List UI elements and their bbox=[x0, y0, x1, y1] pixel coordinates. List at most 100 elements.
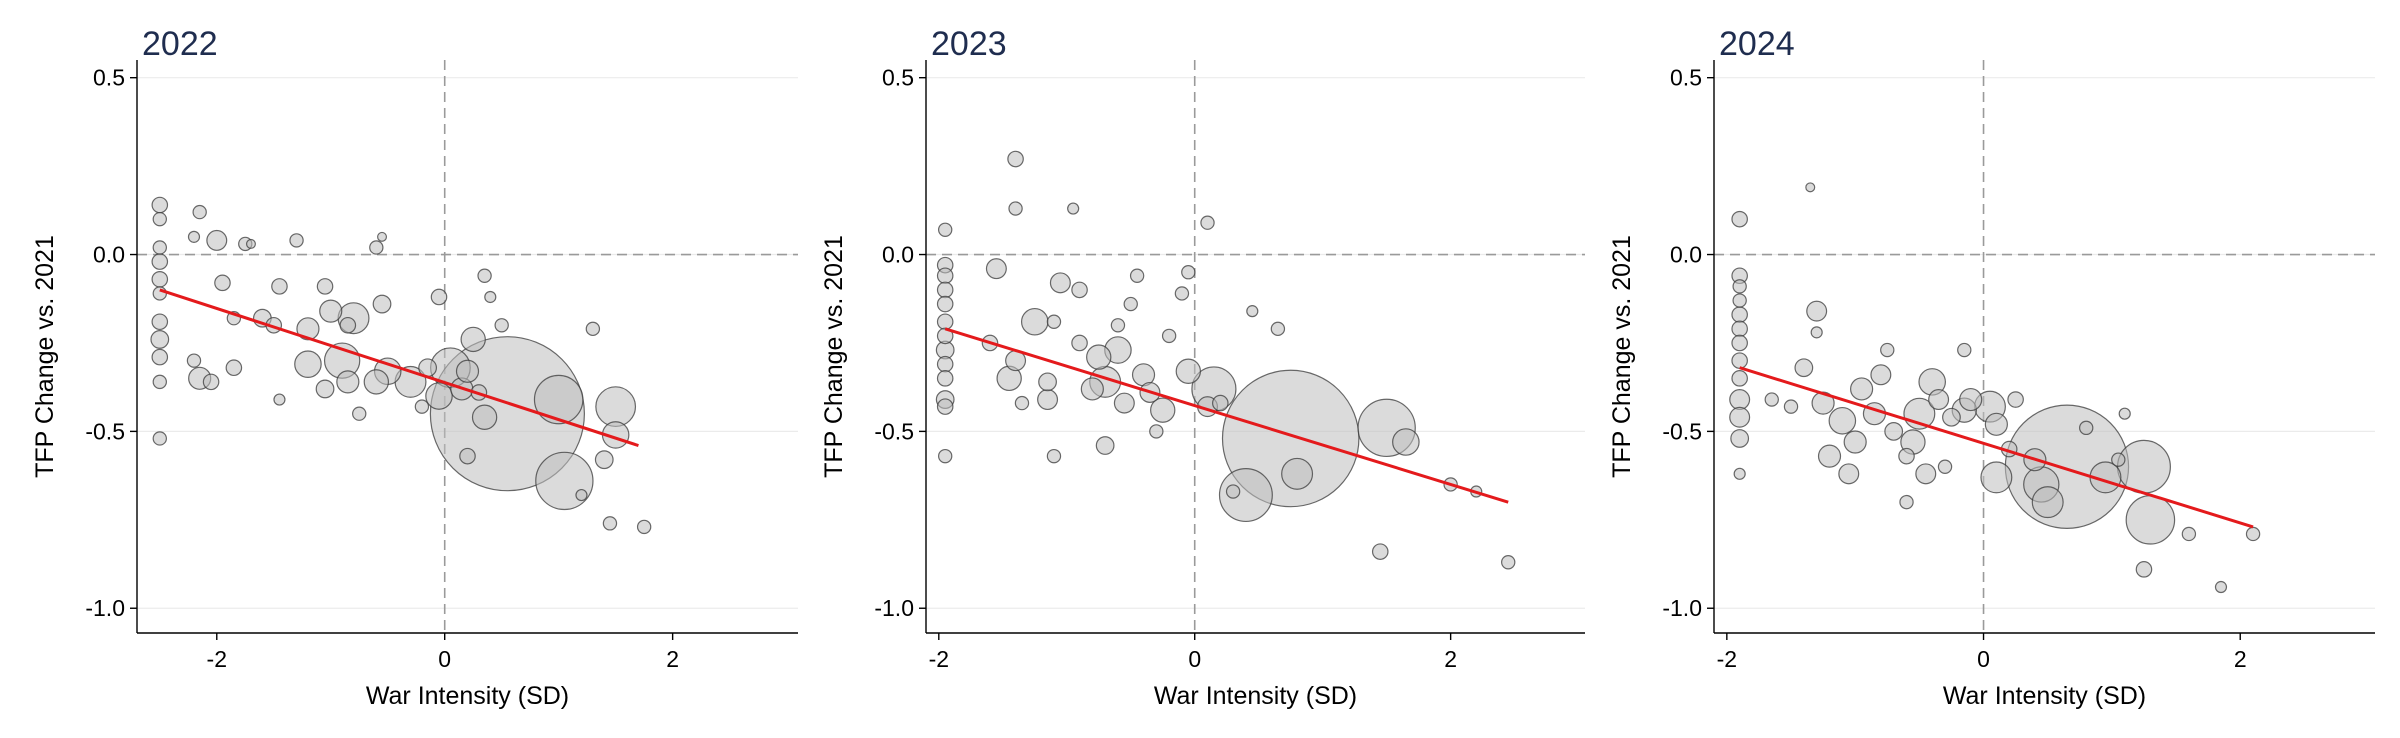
data-point-bubble bbox=[494, 318, 509, 333]
data-point-bubble bbox=[484, 290, 497, 304]
data-point-bubble bbox=[245, 238, 256, 249]
data-point-bubble bbox=[595, 386, 637, 428]
x-axis-label: War Intensity (SD) bbox=[366, 682, 569, 710]
data-point-bubble bbox=[225, 359, 243, 377]
data-point-bubble bbox=[1270, 321, 1286, 337]
data-point-bubble bbox=[2116, 439, 2171, 494]
data-point-bubble bbox=[936, 398, 954, 415]
data-point-bubble bbox=[1806, 300, 1828, 322]
data-point-bubble bbox=[152, 286, 167, 301]
data-point-bubble bbox=[2007, 391, 2024, 408]
data-point-bubble bbox=[533, 374, 584, 425]
data-point-bubble bbox=[414, 399, 430, 414]
data-point-bubble bbox=[319, 299, 343, 323]
y-axis-label: TFP Change vs. 2021 bbox=[1608, 235, 1636, 478]
y-tick-label: 0.5 bbox=[93, 65, 125, 91]
data-point-bubble bbox=[363, 369, 390, 395]
data-point-bubble bbox=[294, 350, 322, 378]
data-point-bubble bbox=[372, 294, 392, 314]
data-point-bubble bbox=[459, 447, 476, 465]
data-point-bubble bbox=[1246, 305, 1259, 318]
y-tick-label: -0.5 bbox=[874, 418, 914, 444]
data-point-bubble bbox=[1212, 394, 1229, 412]
data-point-bubble bbox=[1915, 463, 1937, 485]
x-tick-label: 2 bbox=[2234, 646, 2247, 672]
y-axis-label: TFP Change vs. 2021 bbox=[31, 235, 59, 478]
data-point-bubble bbox=[1038, 372, 1057, 392]
data-point-bubble bbox=[1049, 272, 1071, 294]
data-point-bubble bbox=[460, 326, 486, 353]
x-tick-label: 2 bbox=[1444, 646, 1457, 672]
data-point-bubble bbox=[1008, 201, 1023, 216]
bubbles bbox=[1729, 182, 2261, 594]
data-point-bubble bbox=[273, 393, 286, 406]
data-point-bubble bbox=[1731, 210, 1748, 228]
data-point-bubble bbox=[1937, 459, 1953, 474]
data-point-bubble bbox=[1870, 364, 1892, 386]
data-point-bubble bbox=[1067, 202, 1080, 215]
data-point-bubble bbox=[1810, 326, 1823, 339]
data-point-bubble bbox=[271, 278, 288, 295]
data-point-bubble bbox=[1880, 342, 1895, 358]
data-point-bubble bbox=[1110, 318, 1126, 333]
data-point-bubble bbox=[151, 313, 169, 331]
y-tick-label: -1.0 bbox=[1662, 595, 1702, 621]
data-point-bubble bbox=[1086, 344, 1112, 370]
data-point-bubble bbox=[1371, 543, 1389, 560]
y-tick-label: 0.0 bbox=[1670, 242, 1702, 268]
y-tick-label: -0.5 bbox=[85, 418, 125, 444]
y-tick-label: -1.0 bbox=[85, 595, 125, 621]
data-point-bubble bbox=[1942, 407, 1961, 427]
data-point-bubble bbox=[152, 374, 167, 390]
data-point-bubble bbox=[1007, 150, 1024, 168]
data-point-bubble bbox=[1884, 421, 1904, 441]
data-point-bubble bbox=[937, 222, 953, 237]
data-point-bubble bbox=[1175, 358, 1202, 384]
data-point-bubble bbox=[1200, 215, 1215, 230]
data-point-bubble bbox=[377, 231, 388, 242]
data-point-bubble bbox=[1046, 448, 1062, 464]
data-point-bubble bbox=[352, 406, 367, 421]
x-tick-label: 0 bbox=[438, 646, 451, 672]
data-point-bubble bbox=[1020, 307, 1049, 336]
data-point-bubble bbox=[471, 404, 498, 430]
y-axis-label: TFP Change vs. 2021 bbox=[820, 235, 848, 478]
data-point-bubble bbox=[1501, 555, 1516, 570]
data-point-bubble bbox=[1731, 352, 1748, 369]
data-point-bubble bbox=[289, 233, 304, 248]
data-point-bubble bbox=[1850, 377, 1874, 401]
data-point-bubble bbox=[2079, 420, 2094, 436]
data-point-bubble bbox=[339, 316, 357, 334]
y-tick-label: 0.0 bbox=[882, 242, 914, 268]
data-point-bubble bbox=[152, 211, 167, 227]
data-point-bubble bbox=[1730, 429, 1750, 448]
data-point-bubble bbox=[336, 370, 360, 394]
data-point-bubble bbox=[1181, 265, 1196, 280]
data-point-bubble bbox=[192, 204, 207, 220]
data-point-bubble bbox=[575, 488, 588, 502]
data-point-bubble bbox=[1731, 320, 1748, 338]
x-tick-label: -2 bbox=[929, 646, 949, 672]
data-point-bubble bbox=[1732, 293, 1747, 308]
data-point-bubble bbox=[2214, 580, 2228, 594]
data-point-bubble bbox=[1046, 314, 1062, 329]
data-point-bubble bbox=[1783, 399, 1799, 414]
x-tick-label: 0 bbox=[1188, 646, 1201, 672]
data-point-bubble bbox=[936, 355, 954, 373]
data-point-bubble bbox=[602, 516, 618, 531]
data-point-bubble bbox=[1123, 296, 1138, 312]
data-point-bubble bbox=[151, 270, 169, 288]
data-point-bubble bbox=[1150, 397, 1176, 423]
y-tick-label: 0.0 bbox=[93, 242, 125, 268]
data-point-bubble bbox=[1899, 494, 1914, 510]
data-point-bubble bbox=[1731, 334, 1748, 352]
data-point-bubble bbox=[1828, 406, 1857, 435]
data-point-bubble bbox=[1129, 268, 1145, 283]
data-point-bubble bbox=[1817, 444, 1842, 468]
data-point-bubble bbox=[1071, 334, 1088, 352]
data-point-bubble bbox=[1281, 457, 1314, 490]
data-point-bubble bbox=[296, 317, 320, 341]
data-point-bubble bbox=[1733, 467, 1746, 480]
data-point-bubble bbox=[455, 359, 480, 383]
